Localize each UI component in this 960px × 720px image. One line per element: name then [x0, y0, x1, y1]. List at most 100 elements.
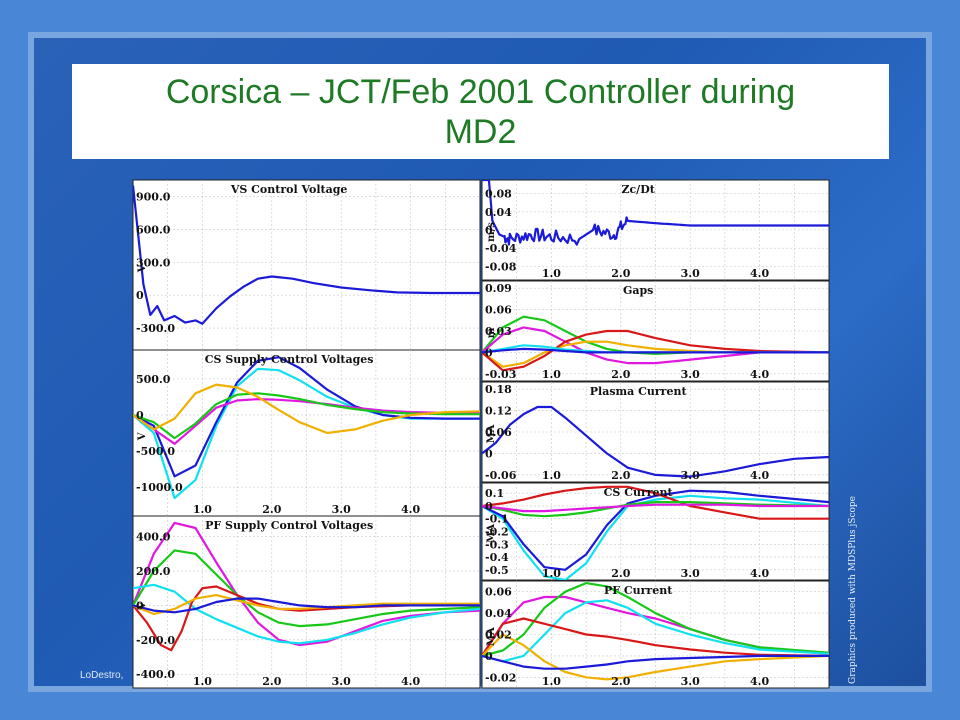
y-tick-label: 0 [136, 289, 144, 302]
x-tick-label: 4.0 [750, 469, 769, 482]
series-cyan-line [133, 583, 480, 645]
series-orange-line [133, 594, 480, 616]
x-tick-label: 4.0 [750, 567, 769, 580]
y-axis-unit: m [486, 327, 497, 338]
series-blue-line [482, 654, 829, 670]
x-tick-label: 1.0 [193, 503, 212, 516]
series-blue-line [482, 180, 829, 246]
y-axis-unit: V [137, 264, 148, 273]
chart-cs_i: -0.5-0.4-0.3-0.2-0.100.1 1.0 2.0 3.0 4.0 CS C… [481, 482, 830, 581]
x-tick-label: 3.0 [681, 368, 700, 381]
title-box: Corsica – JCT/Feb 2001 Controller during… [72, 64, 889, 159]
y-tick-label: 0 [485, 346, 493, 359]
x-tick-label: 4.0 [750, 267, 769, 280]
series-green-line [133, 549, 480, 628]
y-tick-label: 900.0 [136, 190, 171, 203]
x-tick-label: 3.0 [332, 675, 351, 688]
y-axis-unit: MA [486, 424, 497, 443]
y-tick-label: -0.08 [485, 260, 517, 273]
panel-title: Zc/Dt [621, 183, 655, 196]
y-tick-label: -0.1 [485, 513, 509, 526]
y-tick-label: 0.1 [485, 487, 504, 500]
y-axis-unit: V [137, 601, 148, 610]
x-tick-label: 2.0 [262, 503, 281, 516]
panel-title: VS Control Voltage [230, 183, 348, 196]
series-blue-line [133, 185, 480, 325]
author-label: LoDestro, [80, 670, 124, 681]
x-tick-label: 4.0 [401, 503, 420, 516]
graphics-credit: Graphics produced with MDSPlus jScope [848, 495, 858, 684]
y-tick-label: -0.06 [485, 469, 517, 482]
x-tick-label: 1.0 [542, 675, 561, 688]
y-tick-label: -0.03 [485, 368, 516, 381]
x-tick-label: 3.0 [681, 675, 700, 688]
x-tick-label: 1.0 [542, 368, 561, 381]
y-tick-label: 0.06 [485, 586, 512, 599]
y-tick-label: 0.09 [485, 282, 512, 295]
x-tick-label: 1.0 [193, 675, 212, 688]
x-tick-label: 3.0 [332, 503, 351, 516]
x-tick-label: 3.0 [681, 469, 700, 482]
y-tick-label: -0.4 [485, 551, 509, 564]
panel-title: CS Supply Control Voltages [205, 353, 374, 366]
x-tick-label: 2.0 [611, 368, 630, 381]
y-tick-label: 0.12 [485, 405, 512, 418]
y-tick-label: 0.02 [485, 629, 512, 642]
x-tick-label: 4.0 [750, 675, 769, 688]
x-tick-label: 2.0 [611, 675, 630, 688]
y-tick-label: -500.0 [136, 445, 175, 458]
y-tick-label: -200.0 [136, 634, 175, 647]
x-tick-label: 3.0 [681, 567, 700, 580]
series-green-line [133, 392, 480, 440]
series-magenta-line [133, 521, 480, 647]
y-tick-label: 0.04 [485, 206, 512, 219]
x-tick-label: 2.0 [611, 567, 630, 580]
series-green-line [482, 582, 829, 657]
y-tick-label: -0.5 [485, 564, 509, 577]
panel-cs_v [132, 349, 481, 517]
chart-gaps: -0.03 0 0.03 0.06 0.09 1.0 2.0 3.0 4.0 Gaps m [481, 280, 830, 382]
y-tick-label: 0 [136, 599, 144, 612]
y-axis-unit: m/s [486, 222, 497, 242]
x-tick-label: 2.0 [611, 469, 630, 482]
y-tick-label: 0 [485, 447, 493, 460]
y-tick-label: 400.0 [136, 531, 171, 544]
y-tick-label: 0.04 [485, 607, 512, 620]
series-green-line [482, 501, 829, 518]
chart-zc: -0.08 -0.04 0 0.04 0.08 1.0 2.0 3.0 4.0 Zc/Dt m/s [481, 179, 830, 281]
y-tick-label: -0.04 [485, 242, 517, 255]
series-red-line [482, 329, 829, 372]
y-tick-label: 0 [485, 224, 493, 237]
x-tick-label: 2.0 [611, 267, 630, 280]
y-tick-label: 0.08 [485, 188, 512, 201]
x-tick-label: 1.0 [542, 567, 561, 580]
series-blue-line [482, 405, 829, 478]
x-tick-label: 1.0 [542, 267, 561, 280]
series-magenta-line [133, 398, 480, 445]
series-magenta-line [482, 326, 829, 365]
panel-title: PF Current [604, 584, 673, 597]
y-tick-label: 500.0 [136, 373, 171, 386]
series-red-line [482, 617, 829, 657]
panel-title: Gaps [623, 284, 653, 297]
series-blue-line [482, 347, 829, 354]
chart-vs: -300.0 0 300.0 600.0 900.0 VS Control Voltage… [132, 179, 481, 351]
chart-ip: -0.06 0 0.06 0.12 0.18 1.0 2.0 3.0 4.0 Plasma Cur… [481, 381, 830, 483]
x-tick-label: 1.0 [542, 469, 561, 482]
series-orange-line [482, 633, 829, 681]
y-tick-label: -400.0 [136, 668, 175, 681]
y-tick-label: 600.0 [136, 223, 171, 236]
slide-title: Corsica – JCT/Feb 2001 Controller during… [165, 72, 796, 151]
series-orange-line [133, 383, 480, 435]
panel-title: Plasma Current [590, 385, 688, 398]
y-tick-label: 0.06 [485, 304, 512, 317]
x-tick-label: 4.0 [401, 675, 420, 688]
series-blue-line [482, 489, 829, 571]
y-tick-label: 300.0 [136, 256, 171, 269]
panel-title: CS Current [604, 486, 674, 499]
y-tick-label: 0 [136, 409, 144, 422]
series-red-line [482, 485, 829, 520]
y-tick-label: 0 [485, 500, 493, 513]
y-tick-label: 0.06 [485, 426, 512, 439]
